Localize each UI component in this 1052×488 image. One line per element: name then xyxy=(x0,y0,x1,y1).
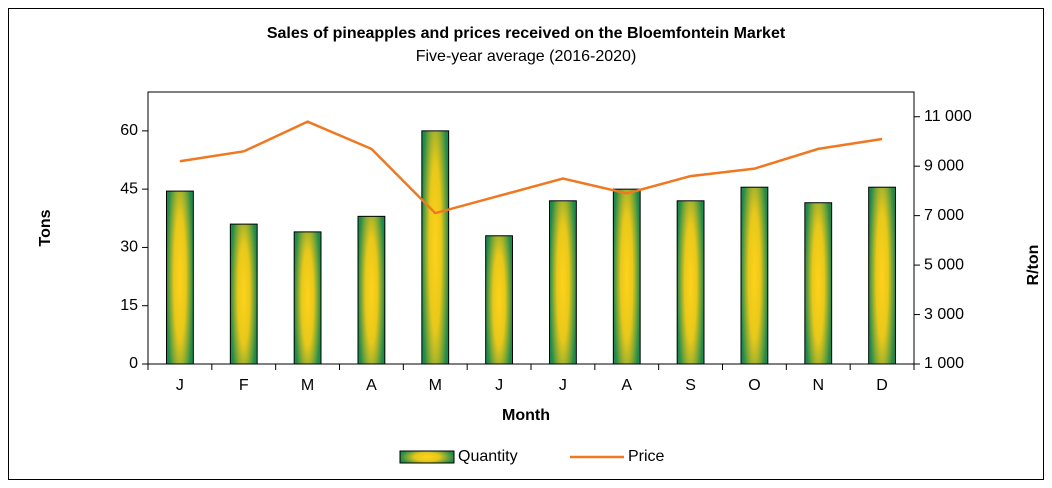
chart-title: Sales of pineapples and prices received … xyxy=(267,25,786,42)
y2-tick-label: 5 000 xyxy=(924,256,964,273)
y-tick-label: 30 xyxy=(120,239,138,256)
bar xyxy=(740,186,769,365)
x-tick-label: J xyxy=(495,377,503,394)
x-tick-label: D xyxy=(876,377,888,394)
bar xyxy=(229,223,258,365)
y2-axis-label: R/ton xyxy=(1025,245,1042,286)
legend-label: Price xyxy=(628,448,665,465)
x-tick-label: M xyxy=(301,377,314,394)
x-axis-label: Month xyxy=(502,407,550,424)
bar xyxy=(549,200,577,365)
bar xyxy=(357,215,386,365)
y-axis-label: Tons xyxy=(37,209,54,246)
price-line xyxy=(179,120,883,215)
x-tick-label: A xyxy=(621,377,632,394)
x-tick-label: F xyxy=(239,377,249,394)
x-tick-label: J xyxy=(176,377,184,394)
legend-label: Quantity xyxy=(458,448,518,465)
y-tick-label: 15 xyxy=(120,297,138,314)
y-tick-label: 45 xyxy=(120,180,138,197)
bar xyxy=(676,200,705,365)
y2-tick-label: 3 000 xyxy=(924,306,964,323)
x-tick-label: M xyxy=(429,377,442,394)
y-tick-label: 60 xyxy=(120,122,138,139)
y2-tick-label: 11 000 xyxy=(924,108,972,125)
x-tick-label: J xyxy=(559,377,567,394)
y2-tick-label: 9 000 xyxy=(924,157,964,174)
y-tick-label: 0 xyxy=(129,355,138,372)
bar xyxy=(166,190,194,365)
x-tick-label: O xyxy=(748,377,760,394)
y2-tick-label: 1 000 xyxy=(924,355,964,372)
x-tick-label: A xyxy=(366,377,377,394)
x-tick-label: S xyxy=(685,377,696,394)
legend-swatch xyxy=(399,450,455,464)
bar xyxy=(485,235,513,365)
y2-tick-label: 7 000 xyxy=(924,207,964,224)
bar xyxy=(293,231,322,365)
bar xyxy=(868,186,896,365)
x-tick-label: N xyxy=(812,377,824,394)
bar xyxy=(612,188,641,365)
bar xyxy=(804,202,833,365)
chart-subtitle: Five-year average (2016-2020) xyxy=(416,48,637,65)
bar xyxy=(421,130,450,365)
